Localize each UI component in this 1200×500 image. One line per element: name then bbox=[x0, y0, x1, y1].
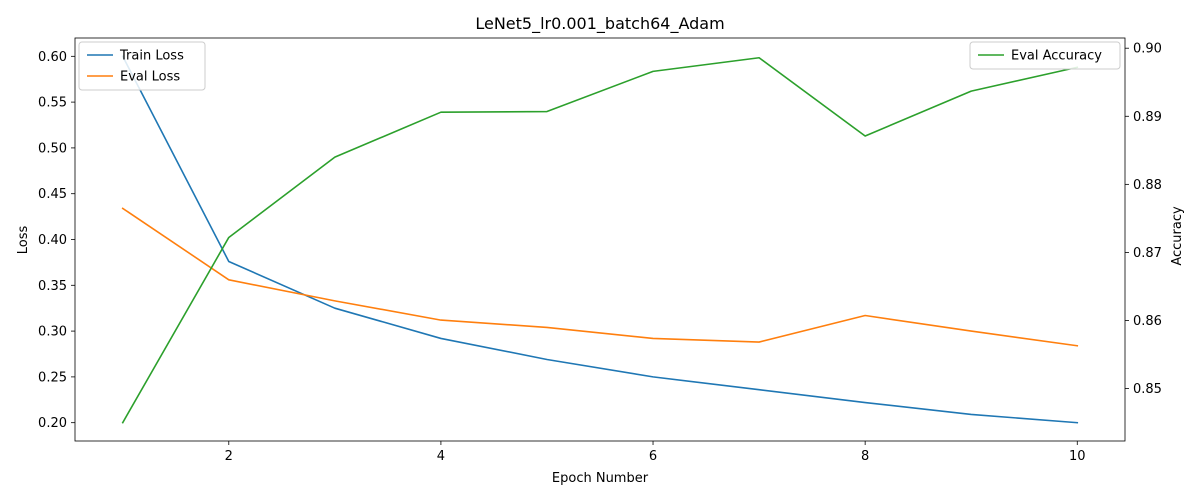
x-axis-label: Epoch Number bbox=[552, 471, 649, 486]
legend-box bbox=[969, 41, 1121, 70]
y-left-tick-label: 0.40 bbox=[38, 233, 67, 248]
legend-loss: Train Loss Eval Loss bbox=[78, 41, 206, 91]
x-tick-label: 8 bbox=[861, 449, 869, 464]
x-tick-label: 4 bbox=[437, 449, 445, 464]
y-left-tick-label: 0.50 bbox=[38, 141, 67, 156]
legend-box bbox=[78, 41, 206, 91]
y-left-tick-label: 0.55 bbox=[38, 96, 67, 111]
plot-marks bbox=[121, 55, 1079, 424]
y-right-tick-label: 0.85 bbox=[1133, 382, 1162, 397]
y-right-tick-label: 0.90 bbox=[1133, 42, 1162, 57]
y-left-tick-label: 0.30 bbox=[38, 325, 67, 340]
y-left-tick-label: 0.60 bbox=[38, 50, 67, 65]
y-left-tick-label: 0.20 bbox=[38, 416, 67, 431]
legend-label: Eval Loss bbox=[120, 70, 180, 85]
y-axis-right-label: Accuracy bbox=[1170, 206, 1185, 266]
x-tick-label: 6 bbox=[649, 449, 657, 464]
axes: 2 4 6 8 10 0.20 0.25 0.30 0.35 0.40 0.45 0.50 0.55 0.… bbox=[38, 37, 1162, 464]
y-right-tick-label: 0.89 bbox=[1133, 110, 1162, 125]
x-tick-label: 10 bbox=[1069, 449, 1086, 464]
plot-frame bbox=[74, 37, 1126, 442]
x-tick-label: 2 bbox=[225, 449, 233, 464]
y-left-tick-label: 0.35 bbox=[38, 279, 67, 294]
series-line-train-loss bbox=[121, 55, 1079, 424]
y-right-tick-label: 0.87 bbox=[1133, 246, 1162, 261]
series-line-eval-loss bbox=[121, 207, 1079, 347]
y-left-tick-label: 0.45 bbox=[38, 187, 67, 202]
y-right-tick-label: 0.88 bbox=[1133, 178, 1162, 193]
y-axis-left-label: Loss bbox=[16, 226, 31, 255]
legends: Train Loss Eval Loss Eval Accuracy bbox=[78, 41, 1121, 91]
y-left-tick-label: 0.25 bbox=[38, 370, 67, 385]
chart-title: LeNet5_lr0.001_batch64_Adam bbox=[475, 14, 724, 34]
series-line-eval-accuracy bbox=[121, 56, 1079, 424]
legend-label: Train Loss bbox=[119, 49, 184, 64]
y-right-tick-label: 0.86 bbox=[1133, 314, 1162, 329]
legend-accuracy: Eval Accuracy bbox=[969, 41, 1121, 70]
legend-label: Eval Accuracy bbox=[1011, 49, 1102, 64]
